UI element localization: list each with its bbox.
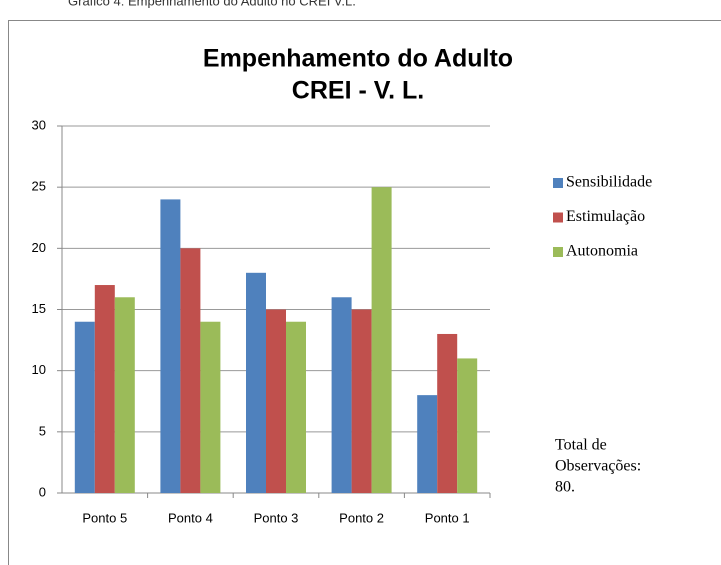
annotation: Observações: bbox=[555, 458, 641, 475]
x-tick-label: Ponto 3 bbox=[254, 510, 299, 525]
annotation: Total de bbox=[555, 437, 607, 454]
annotation: 80. bbox=[555, 479, 575, 496]
bar bbox=[351, 309, 372, 493]
bar bbox=[74, 321, 95, 493]
bar bbox=[200, 321, 221, 493]
legend-swatch bbox=[553, 247, 563, 257]
y-tick-label: 0 bbox=[39, 484, 46, 499]
chart-title: CREI - V. L. bbox=[292, 77, 424, 105]
x-tick-label: Ponto 2 bbox=[339, 510, 384, 525]
legend-label: Sensibilidade bbox=[566, 174, 652, 191]
bar bbox=[266, 309, 286, 493]
bar bbox=[246, 272, 266, 493]
y-tick-label: 15 bbox=[32, 301, 46, 316]
legend-label: Autonomia bbox=[566, 243, 638, 260]
bar bbox=[160, 199, 181, 493]
legend-swatch bbox=[553, 178, 563, 188]
chart-title: Empenhamento do Adulto bbox=[203, 45, 513, 73]
caption: Gráfico 4: Empenhamento do Adulto no CRE… bbox=[68, 0, 356, 8]
bar bbox=[331, 297, 352, 493]
legend-swatch bbox=[553, 212, 563, 223]
chart-frame bbox=[8, 20, 721, 565]
y-tick-label: 20 bbox=[32, 240, 46, 255]
x-tick-label: Ponto 4 bbox=[168, 510, 213, 525]
bar bbox=[371, 187, 392, 493]
y-tick-label: 25 bbox=[32, 179, 46, 194]
bar bbox=[94, 285, 115, 493]
x-tick-label: Ponto 1 bbox=[425, 510, 470, 525]
y-tick-label: 10 bbox=[32, 362, 46, 377]
bar bbox=[286, 321, 306, 493]
bar bbox=[437, 333, 458, 493]
bar bbox=[417, 395, 438, 493]
bar bbox=[457, 358, 478, 493]
bar bbox=[180, 248, 201, 493]
x-tick-label: Ponto 5 bbox=[82, 510, 127, 525]
bar bbox=[114, 297, 135, 493]
y-tick-label: 30 bbox=[32, 117, 46, 132]
y-tick-label: 5 bbox=[39, 423, 46, 438]
legend-label: Estimulação bbox=[566, 208, 645, 225]
